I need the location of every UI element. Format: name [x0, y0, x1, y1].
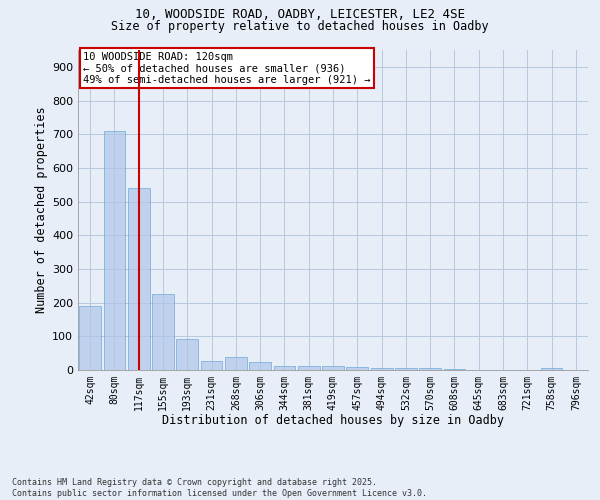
Bar: [322, 366, 344, 370]
Bar: [79, 306, 101, 370]
Bar: [274, 366, 295, 370]
X-axis label: Distribution of detached houses by size in Oadby: Distribution of detached houses by size …: [162, 414, 504, 428]
Bar: [346, 366, 368, 370]
Bar: [128, 188, 149, 370]
Bar: [152, 294, 174, 370]
Bar: [541, 368, 562, 370]
Bar: [249, 362, 271, 370]
Text: 10, WOODSIDE ROAD, OADBY, LEICESTER, LE2 4SE: 10, WOODSIDE ROAD, OADBY, LEICESTER, LE2…: [135, 8, 465, 20]
Bar: [200, 360, 223, 370]
Y-axis label: Number of detached properties: Number of detached properties: [35, 106, 48, 314]
Bar: [104, 131, 125, 370]
Text: Size of property relative to detached houses in Oadby: Size of property relative to detached ho…: [111, 20, 489, 33]
Bar: [176, 339, 198, 370]
Bar: [395, 368, 417, 370]
Bar: [443, 368, 466, 370]
Bar: [298, 366, 320, 370]
Bar: [419, 368, 441, 370]
Text: 10 WOODSIDE ROAD: 120sqm
← 50% of detached houses are smaller (936)
49% of semi-: 10 WOODSIDE ROAD: 120sqm ← 50% of detach…: [83, 52, 371, 85]
Bar: [371, 368, 392, 370]
Bar: [225, 356, 247, 370]
Text: Contains HM Land Registry data © Crown copyright and database right 2025.
Contai: Contains HM Land Registry data © Crown c…: [12, 478, 427, 498]
